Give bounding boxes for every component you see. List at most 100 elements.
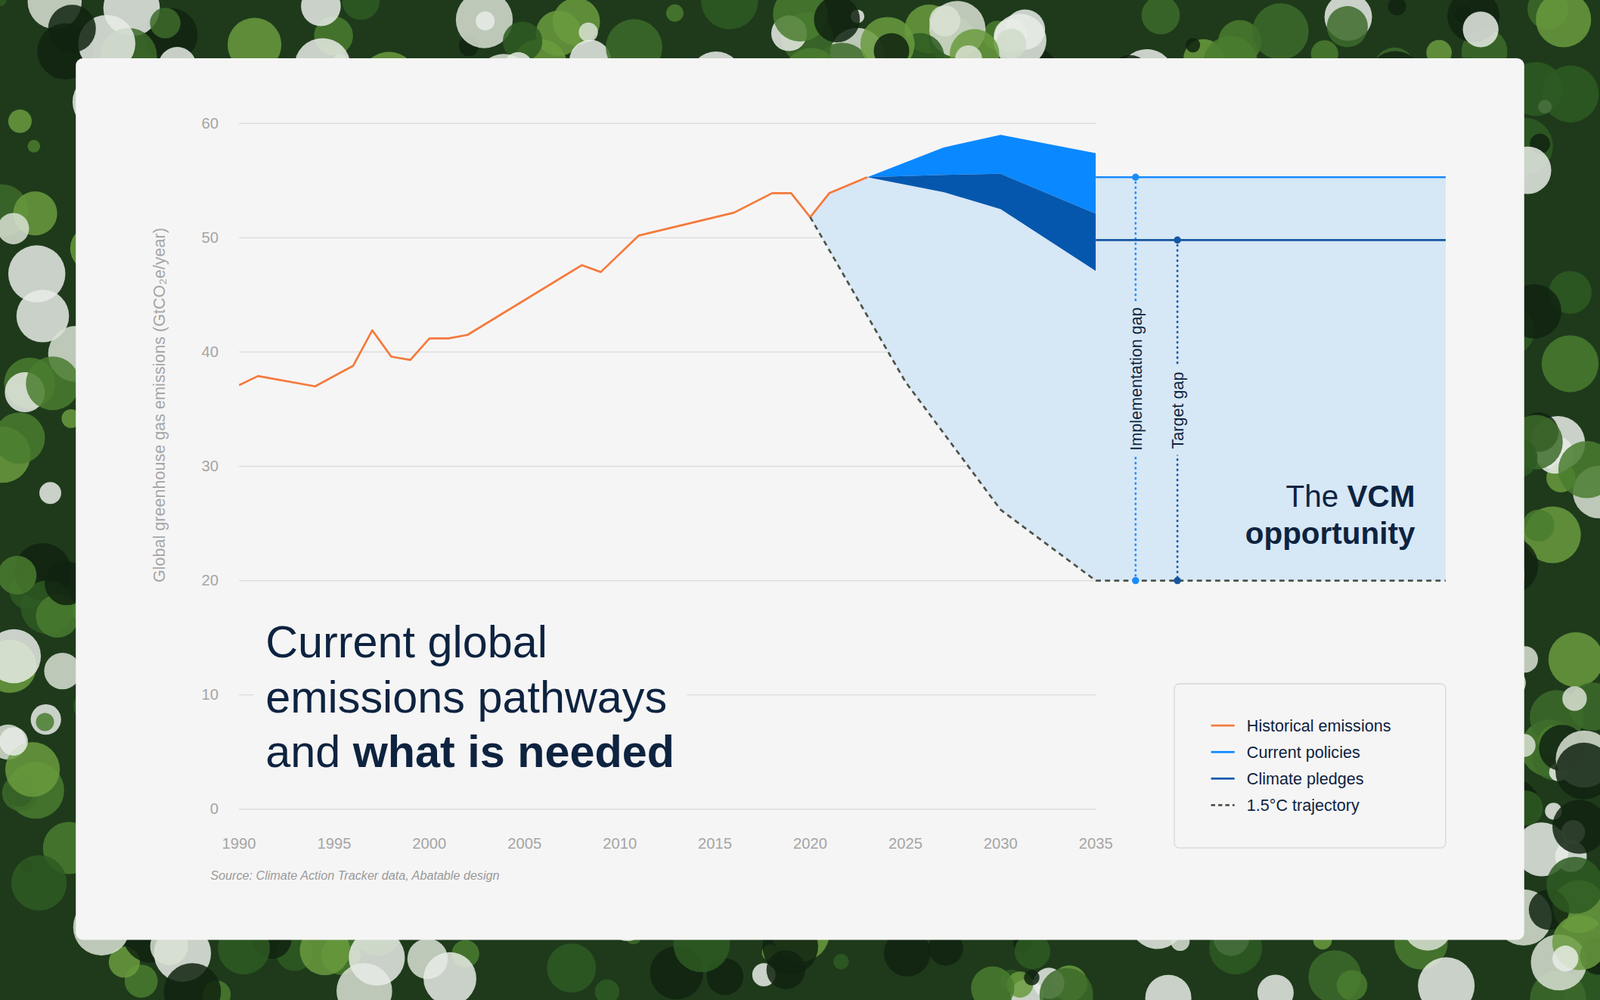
y-tick-label: 60 xyxy=(201,114,220,132)
background xyxy=(0,0,1600,1000)
title-word: needed xyxy=(505,725,675,777)
trajectory-extension xyxy=(1095,579,1446,582)
leaf xyxy=(1552,799,1600,853)
leaf xyxy=(833,953,850,970)
leaf xyxy=(1555,742,1600,800)
legend: Historical emissionsCurrent policiesClim… xyxy=(1174,683,1446,848)
opportunity-label: opportunity xyxy=(1245,515,1416,551)
leaf xyxy=(149,7,180,38)
chart: 0102030405060199019952000200520102015202… xyxy=(0,0,1600,1000)
legend-swatch xyxy=(1211,777,1235,780)
legend-label: Current policies xyxy=(1246,742,1361,762)
leaf xyxy=(48,4,97,53)
opportunity-text: The xyxy=(1286,478,1348,514)
gap-dot xyxy=(1173,236,1181,244)
title-group: Current globalemissions pathways and what… xyxy=(253,610,687,784)
leaf xyxy=(1417,957,1475,1000)
leaf xyxy=(578,22,598,42)
leaf xyxy=(1185,37,1200,53)
title-patch xyxy=(253,610,687,784)
leaf xyxy=(0,412,45,464)
y-axis-title: Global greenhouse gas emissions (GtCO₂e/… xyxy=(149,227,169,583)
leaf xyxy=(0,726,28,756)
leaf xyxy=(1522,509,1555,542)
y-tick-label: 10 xyxy=(201,685,220,703)
x-tick-label: 2035 xyxy=(1079,834,1114,852)
source: Source: Climate Action Tracker data, Aba… xyxy=(210,868,500,882)
card xyxy=(75,58,1525,940)
leaf xyxy=(1558,440,1600,499)
label-patch xyxy=(1125,300,1148,457)
legend-swatch xyxy=(1211,750,1235,754)
title-word: global xyxy=(415,616,548,667)
leaf xyxy=(164,962,222,1000)
legend-label: Historical emissions xyxy=(1246,716,1392,735)
y-tick-label: 0 xyxy=(210,800,219,817)
leaf xyxy=(970,966,1014,1000)
leaf xyxy=(1546,856,1600,914)
x-tick-label: 2020 xyxy=(793,834,828,852)
leaf xyxy=(1145,974,1192,1000)
level-line xyxy=(1095,176,1446,179)
legend-box xyxy=(1174,683,1446,848)
leaf xyxy=(39,481,62,504)
legend-label: 1.5°C trajectory xyxy=(1246,795,1360,815)
leaf xyxy=(546,942,596,993)
grid-line xyxy=(238,579,1096,581)
title-word: and xyxy=(265,725,341,777)
x-tick-label: 2000 xyxy=(412,834,447,852)
leaf xyxy=(35,712,54,731)
x-tick-label: 1990 xyxy=(222,834,257,852)
leaf xyxy=(1141,0,1181,35)
gap-label: Implementation gap xyxy=(1126,306,1146,451)
title-word: what xyxy=(340,725,456,777)
leaf xyxy=(11,854,67,910)
leaf xyxy=(0,629,41,683)
leaf xyxy=(700,0,759,30)
title-word: Current xyxy=(265,616,416,667)
leaf xyxy=(1562,685,1587,711)
leaf xyxy=(929,5,961,37)
leaf xyxy=(300,0,342,27)
leaf xyxy=(1039,967,1094,1000)
leaf xyxy=(341,0,380,20)
grid-line xyxy=(238,808,1096,810)
leaf xyxy=(43,652,81,689)
leaf xyxy=(666,4,684,22)
title-word: pathways xyxy=(465,671,667,723)
gap-label-group: Target gap xyxy=(1167,365,1189,455)
label-patch xyxy=(1167,365,1189,455)
leaf xyxy=(1548,632,1600,688)
y-tick-label: 40 xyxy=(201,343,220,360)
x-tick-label: 2030 xyxy=(983,834,1018,852)
gap-region xyxy=(1095,176,1446,580)
leaf xyxy=(1388,0,1407,16)
title-word: emissions xyxy=(265,671,466,723)
leaf xyxy=(0,212,29,245)
opportunity-text: VCM xyxy=(1347,478,1416,514)
leaf xyxy=(813,0,860,43)
legend-swatch xyxy=(1211,803,1235,807)
leaf xyxy=(1463,11,1499,47)
gap-dot xyxy=(1131,576,1139,584)
gap-dot xyxy=(1173,576,1181,584)
leaf xyxy=(25,356,80,410)
foliage xyxy=(0,0,1600,1000)
line xyxy=(238,176,868,387)
y-tick-label: 50 xyxy=(201,229,220,246)
x-tick-label: 1995 xyxy=(316,834,351,852)
x-tick-label: 2015 xyxy=(697,834,732,852)
leaf xyxy=(31,703,62,735)
y-tick-label: 20 xyxy=(201,571,220,589)
leaf xyxy=(423,951,477,1000)
leaf xyxy=(27,139,41,153)
leaf xyxy=(8,244,66,303)
grid-line xyxy=(238,123,1096,125)
leaf xyxy=(0,555,37,595)
title: Current globalemissions pathways and what… xyxy=(265,616,675,778)
leaf xyxy=(1257,973,1294,1000)
level-line xyxy=(1095,238,1446,242)
x-tick-label: 2010 xyxy=(602,834,637,852)
x-tick-label: 2005 xyxy=(507,834,542,852)
x-tick-label: 2025 xyxy=(888,834,923,852)
